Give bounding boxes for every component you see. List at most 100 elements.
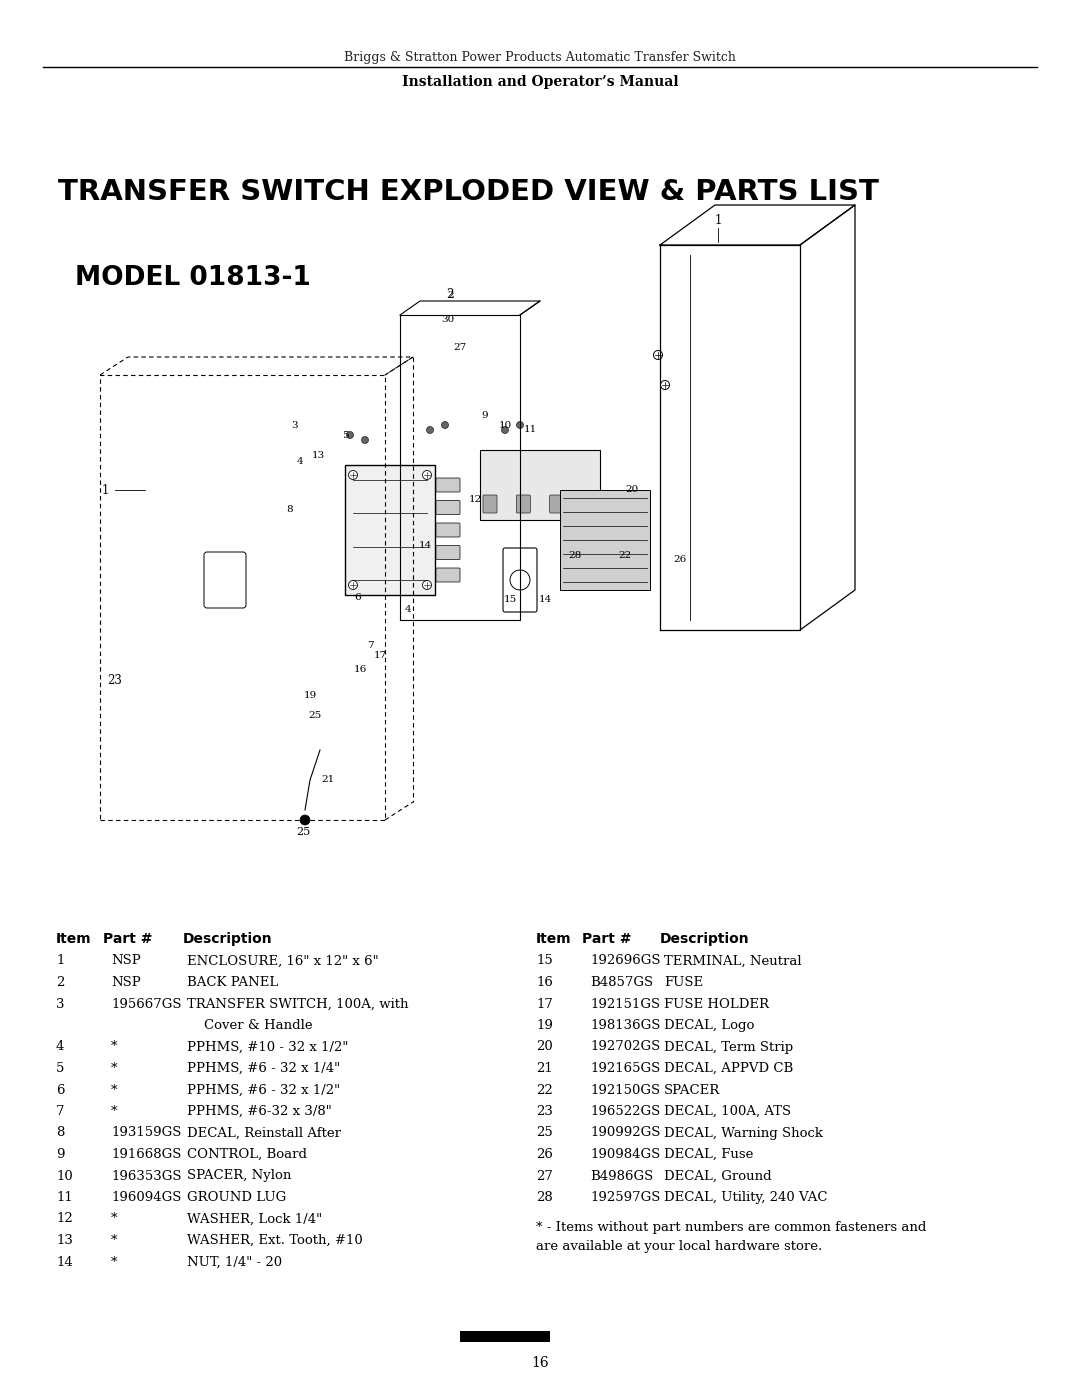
FancyBboxPatch shape: [436, 569, 460, 583]
Text: NUT, 1/4" - 20: NUT, 1/4" - 20: [187, 1256, 282, 1268]
Text: Cover & Handle: Cover & Handle: [187, 1018, 312, 1032]
Circle shape: [347, 432, 353, 439]
Text: 12: 12: [56, 1213, 72, 1225]
Text: *: *: [111, 1105, 118, 1118]
Text: 28: 28: [536, 1192, 553, 1204]
FancyBboxPatch shape: [550, 495, 564, 513]
Text: 192165GS: 192165GS: [590, 1062, 660, 1076]
Text: 10: 10: [498, 420, 512, 429]
Text: *: *: [111, 1041, 118, 1053]
Text: 17: 17: [374, 651, 387, 659]
Text: MODEL 01813-1: MODEL 01813-1: [75, 265, 311, 291]
Text: WASHER, Ext. Tooth, #10: WASHER, Ext. Tooth, #10: [187, 1234, 363, 1248]
Circle shape: [510, 570, 530, 590]
Text: BACK PANEL: BACK PANEL: [187, 977, 279, 989]
Text: 16: 16: [353, 665, 366, 675]
Text: 4: 4: [297, 457, 303, 467]
Text: DECAL, Warning Shock: DECAL, Warning Shock: [664, 1126, 823, 1140]
Text: 22: 22: [619, 550, 632, 560]
Text: 192702GS: 192702GS: [590, 1041, 660, 1053]
Text: 1: 1: [714, 214, 721, 226]
Text: DECAL, APPVD CB: DECAL, APPVD CB: [664, 1062, 793, 1076]
Text: CONTROL, Board: CONTROL, Board: [187, 1148, 307, 1161]
Circle shape: [427, 426, 433, 433]
Text: 20: 20: [625, 486, 638, 495]
Text: 191668GS: 191668GS: [111, 1148, 181, 1161]
Text: 8: 8: [286, 506, 294, 514]
Text: 19: 19: [303, 690, 316, 700]
Text: Installation and Operator’s Manual: Installation and Operator’s Manual: [402, 75, 678, 89]
Text: 14: 14: [538, 595, 552, 605]
Text: 9: 9: [482, 411, 488, 419]
Text: 25: 25: [309, 711, 322, 719]
Text: 7: 7: [367, 640, 374, 650]
Text: 15: 15: [536, 954, 553, 968]
FancyBboxPatch shape: [483, 495, 497, 513]
Text: 14: 14: [418, 541, 432, 549]
Text: DECAL, 100A, ATS: DECAL, 100A, ATS: [664, 1105, 792, 1118]
Text: PPHMS, #6-32 x 3/8": PPHMS, #6-32 x 3/8": [187, 1105, 332, 1118]
Text: 12: 12: [469, 496, 482, 504]
Text: 22: 22: [536, 1084, 553, 1097]
Circle shape: [422, 471, 432, 479]
Text: Part #: Part #: [582, 932, 632, 946]
Circle shape: [516, 422, 524, 429]
Text: 4: 4: [56, 1041, 65, 1053]
Text: 14: 14: [56, 1256, 72, 1268]
Circle shape: [501, 426, 509, 433]
Text: DECAL, Fuse: DECAL, Fuse: [664, 1148, 754, 1161]
Text: NSP: NSP: [111, 954, 140, 968]
Text: TERMINAL, Neutral: TERMINAL, Neutral: [664, 954, 801, 968]
Text: Description: Description: [660, 932, 750, 946]
Text: 193159GS: 193159GS: [111, 1126, 181, 1140]
Text: 21: 21: [322, 775, 335, 785]
Text: 30: 30: [442, 316, 455, 324]
Text: 13: 13: [311, 450, 325, 460]
Text: 11: 11: [56, 1192, 72, 1204]
Text: 192696GS: 192696GS: [590, 954, 661, 968]
Text: 3: 3: [56, 997, 65, 1010]
Text: FUSE: FUSE: [664, 977, 703, 989]
Text: NSP: NSP: [111, 977, 140, 989]
Text: 26: 26: [536, 1148, 553, 1161]
Text: B4857GS: B4857GS: [590, 977, 653, 989]
FancyBboxPatch shape: [503, 548, 537, 612]
Text: 17: 17: [536, 997, 553, 1010]
FancyBboxPatch shape: [436, 500, 460, 514]
Text: DECAL, Term Strip: DECAL, Term Strip: [664, 1041, 793, 1053]
Text: 27: 27: [454, 342, 467, 352]
Text: PPHMS, #10 - 32 x 1/2": PPHMS, #10 - 32 x 1/2": [187, 1041, 349, 1053]
Text: 13: 13: [56, 1234, 72, 1248]
Text: 6: 6: [56, 1084, 65, 1097]
Text: 8: 8: [56, 1126, 65, 1140]
Text: 190984GS: 190984GS: [590, 1148, 660, 1161]
Circle shape: [442, 422, 448, 429]
FancyBboxPatch shape: [561, 490, 650, 590]
Text: *: *: [111, 1234, 118, 1248]
Text: 19: 19: [536, 1018, 553, 1032]
Text: 26: 26: [673, 556, 687, 564]
Text: 4: 4: [405, 605, 411, 615]
Text: 2: 2: [448, 291, 455, 299]
Text: 2: 2: [446, 289, 454, 302]
Text: 195667GS: 195667GS: [111, 997, 181, 1010]
Text: 2: 2: [56, 977, 65, 989]
FancyBboxPatch shape: [345, 465, 435, 595]
Text: * - Items without part numbers are common fasteners and: * - Items without part numbers are commo…: [536, 1221, 927, 1234]
Circle shape: [300, 814, 310, 826]
Text: Part #: Part #: [103, 932, 152, 946]
Text: 5: 5: [56, 1062, 65, 1076]
Circle shape: [362, 436, 368, 443]
Text: *: *: [111, 1256, 118, 1268]
Text: DECAL, Reinstall After: DECAL, Reinstall After: [187, 1126, 341, 1140]
Text: 10: 10: [56, 1169, 72, 1182]
Text: 196353GS: 196353GS: [111, 1169, 181, 1182]
Text: SPACER, Nylon: SPACER, Nylon: [187, 1169, 292, 1182]
Text: DECAL, Ground: DECAL, Ground: [664, 1169, 771, 1182]
Text: TRANSFER SWITCH EXPLODED VIEW & PARTS LIST: TRANSFER SWITCH EXPLODED VIEW & PARTS LI…: [58, 177, 879, 205]
Text: Item: Item: [536, 932, 571, 946]
Text: *: *: [111, 1084, 118, 1097]
Text: 7: 7: [56, 1105, 65, 1118]
Text: TRANSFER SWITCH, 100A, with: TRANSFER SWITCH, 100A, with: [187, 997, 408, 1010]
Text: ENCLOSURE, 16" x 12" x 6": ENCLOSURE, 16" x 12" x 6": [187, 954, 379, 968]
